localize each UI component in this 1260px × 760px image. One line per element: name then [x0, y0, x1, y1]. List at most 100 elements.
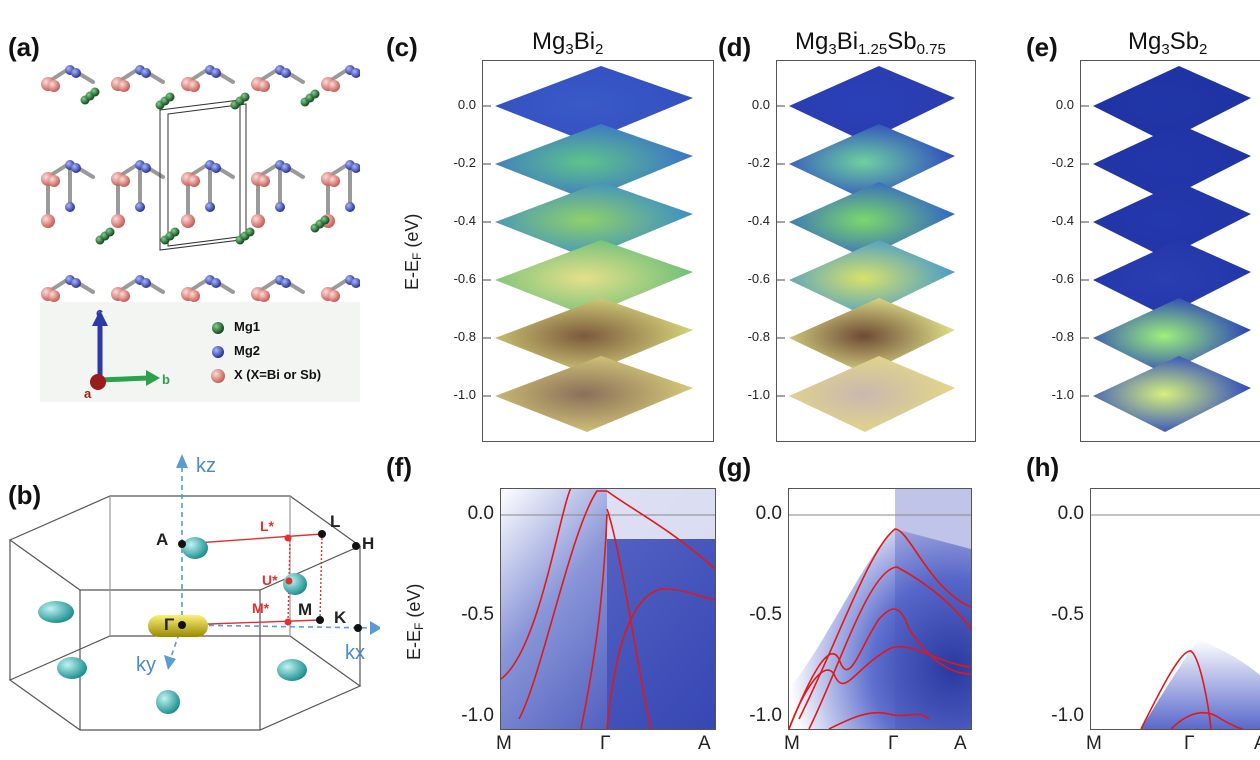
k-point-label: Γ [888, 733, 899, 754]
stack-tick-label: -1.0 [453, 387, 476, 402]
energy-slice [789, 124, 955, 200]
band-tick-label: -1.0 [461, 705, 494, 726]
x-atom [251, 214, 265, 228]
mg2-atom [205, 202, 215, 212]
mg2-atom [351, 68, 361, 78]
x-atom [328, 80, 340, 92]
band-tick-label: -0.5 [1051, 604, 1084, 625]
bz-A-label: A [156, 530, 169, 549]
stack-frame-c [482, 60, 714, 442]
band-frame-h [1090, 488, 1260, 730]
band-tick-label: -0.5 [749, 604, 782, 625]
bz-K-label: K [334, 608, 347, 627]
panel-label-e: (e) [1026, 32, 1058, 62]
brillouin-zone: kz kx ky A L H K M Γ L* U* M* [0, 450, 382, 750]
stack-tick-label: 0.0 [751, 97, 770, 112]
mg2-atom [211, 278, 221, 288]
stack-tick-label: -0.4 [747, 213, 770, 228]
mg1-atom [165, 92, 175, 102]
crystal-structure [40, 40, 375, 302]
x-atom [258, 175, 270, 187]
mg1-atom [245, 227, 255, 237]
panel-label-c: (c) [386, 32, 418, 62]
k-point-label: A [698, 733, 711, 754]
stack-tick-label: -0.4 [1051, 213, 1074, 228]
x-atom [258, 80, 270, 92]
energy-slice [789, 356, 955, 432]
stack-tick-label: -0.2 [1051, 155, 1074, 170]
x-atom [181, 214, 195, 228]
stack-tick-label: -0.2 [453, 155, 476, 170]
bz-H-label: H [362, 534, 375, 553]
mg2-atom [351, 278, 361, 288]
stack-tick-label: -0.8 [1051, 329, 1074, 344]
x-atom [41, 214, 55, 228]
energy-slice [1093, 240, 1251, 316]
stack-tick-label: -0.6 [453, 271, 476, 286]
x-atom [48, 80, 60, 92]
mg2-atom [141, 163, 151, 173]
bz-kz-label: kz [196, 455, 216, 477]
legend-x: X (X=Bi or Sb) [234, 367, 322, 382]
stack-tick-label: -1.0 [747, 387, 770, 402]
title-mg3bi2: Mg3Bi2 [532, 28, 604, 58]
x-atom [118, 175, 130, 187]
energy-slice [789, 66, 955, 142]
mg2-atom [211, 68, 221, 78]
x-atom [118, 80, 130, 92]
bz-ky-label: ky [136, 654, 156, 676]
x-atom [188, 290, 200, 302]
panel-label-b: (b) [8, 480, 42, 510]
mg1-atom [240, 92, 250, 102]
k-point-label: A [1254, 733, 1260, 755]
bz-Ustar-label: U* [262, 572, 278, 588]
energy-slice [1093, 66, 1251, 142]
stack-tick-label: -0.6 [1051, 271, 1074, 286]
legend-mg1: Mg1 [234, 319, 260, 334]
mg2-atom [135, 202, 145, 212]
x-atom [258, 290, 270, 302]
energy-slice [1093, 356, 1251, 432]
band-ylabel: E-EF (eV) [404, 583, 426, 660]
panel-label-h: (h) [1026, 452, 1060, 482]
band-tick-label: 0.0 [467, 503, 494, 524]
title-mg3bi1.25sb0.75: Mg3Bi1.25Sb0.75 [795, 28, 946, 58]
bz-Lstar-label: L* [260, 518, 274, 534]
energy-slice [495, 298, 693, 374]
mg2-atom [141, 278, 151, 288]
mg2-atom [211, 163, 221, 173]
panel-label-f: (f) [386, 452, 412, 482]
bz-gamma-label: Γ [164, 615, 175, 634]
energy-slice [789, 182, 955, 258]
title-mg3sb2: Mg3Sb2 [1128, 28, 1208, 58]
energy-slice [789, 298, 955, 374]
x-atom [118, 290, 130, 302]
x-atom [48, 290, 60, 302]
band-frame-f [500, 488, 716, 730]
energy-slice [495, 182, 693, 258]
stack-tick-label: 0.0 [1055, 97, 1074, 112]
energy-slice [495, 240, 693, 316]
mg2-atom [71, 278, 81, 288]
stack-frame-e [1080, 60, 1260, 442]
x-atom [188, 80, 200, 92]
x-atom [111, 214, 125, 228]
energy-slice [1093, 124, 1251, 200]
energy-slice [495, 356, 693, 432]
band-tick-label: -1.0 [1051, 705, 1084, 726]
bz-M-label: M [298, 600, 313, 619]
energy-slice [495, 124, 693, 200]
energy-slice [789, 240, 955, 316]
stack-tick-label: -1.0 [1051, 387, 1074, 402]
energy-slice [1093, 182, 1251, 258]
legend-mg2: Mg2 [234, 343, 260, 358]
x-atom [328, 175, 340, 187]
bz-Mstar-label: M* [252, 600, 270, 616]
mg2-atom [65, 202, 75, 212]
energy-map-stack [1081, 66, 1251, 432]
k-point-label: Γ [1184, 733, 1195, 754]
mg2-atom [281, 278, 291, 288]
stack-ylabel: E-EF (eV) [402, 213, 424, 290]
mg2-atom [275, 202, 285, 212]
axis-c-label: c [96, 305, 104, 320]
